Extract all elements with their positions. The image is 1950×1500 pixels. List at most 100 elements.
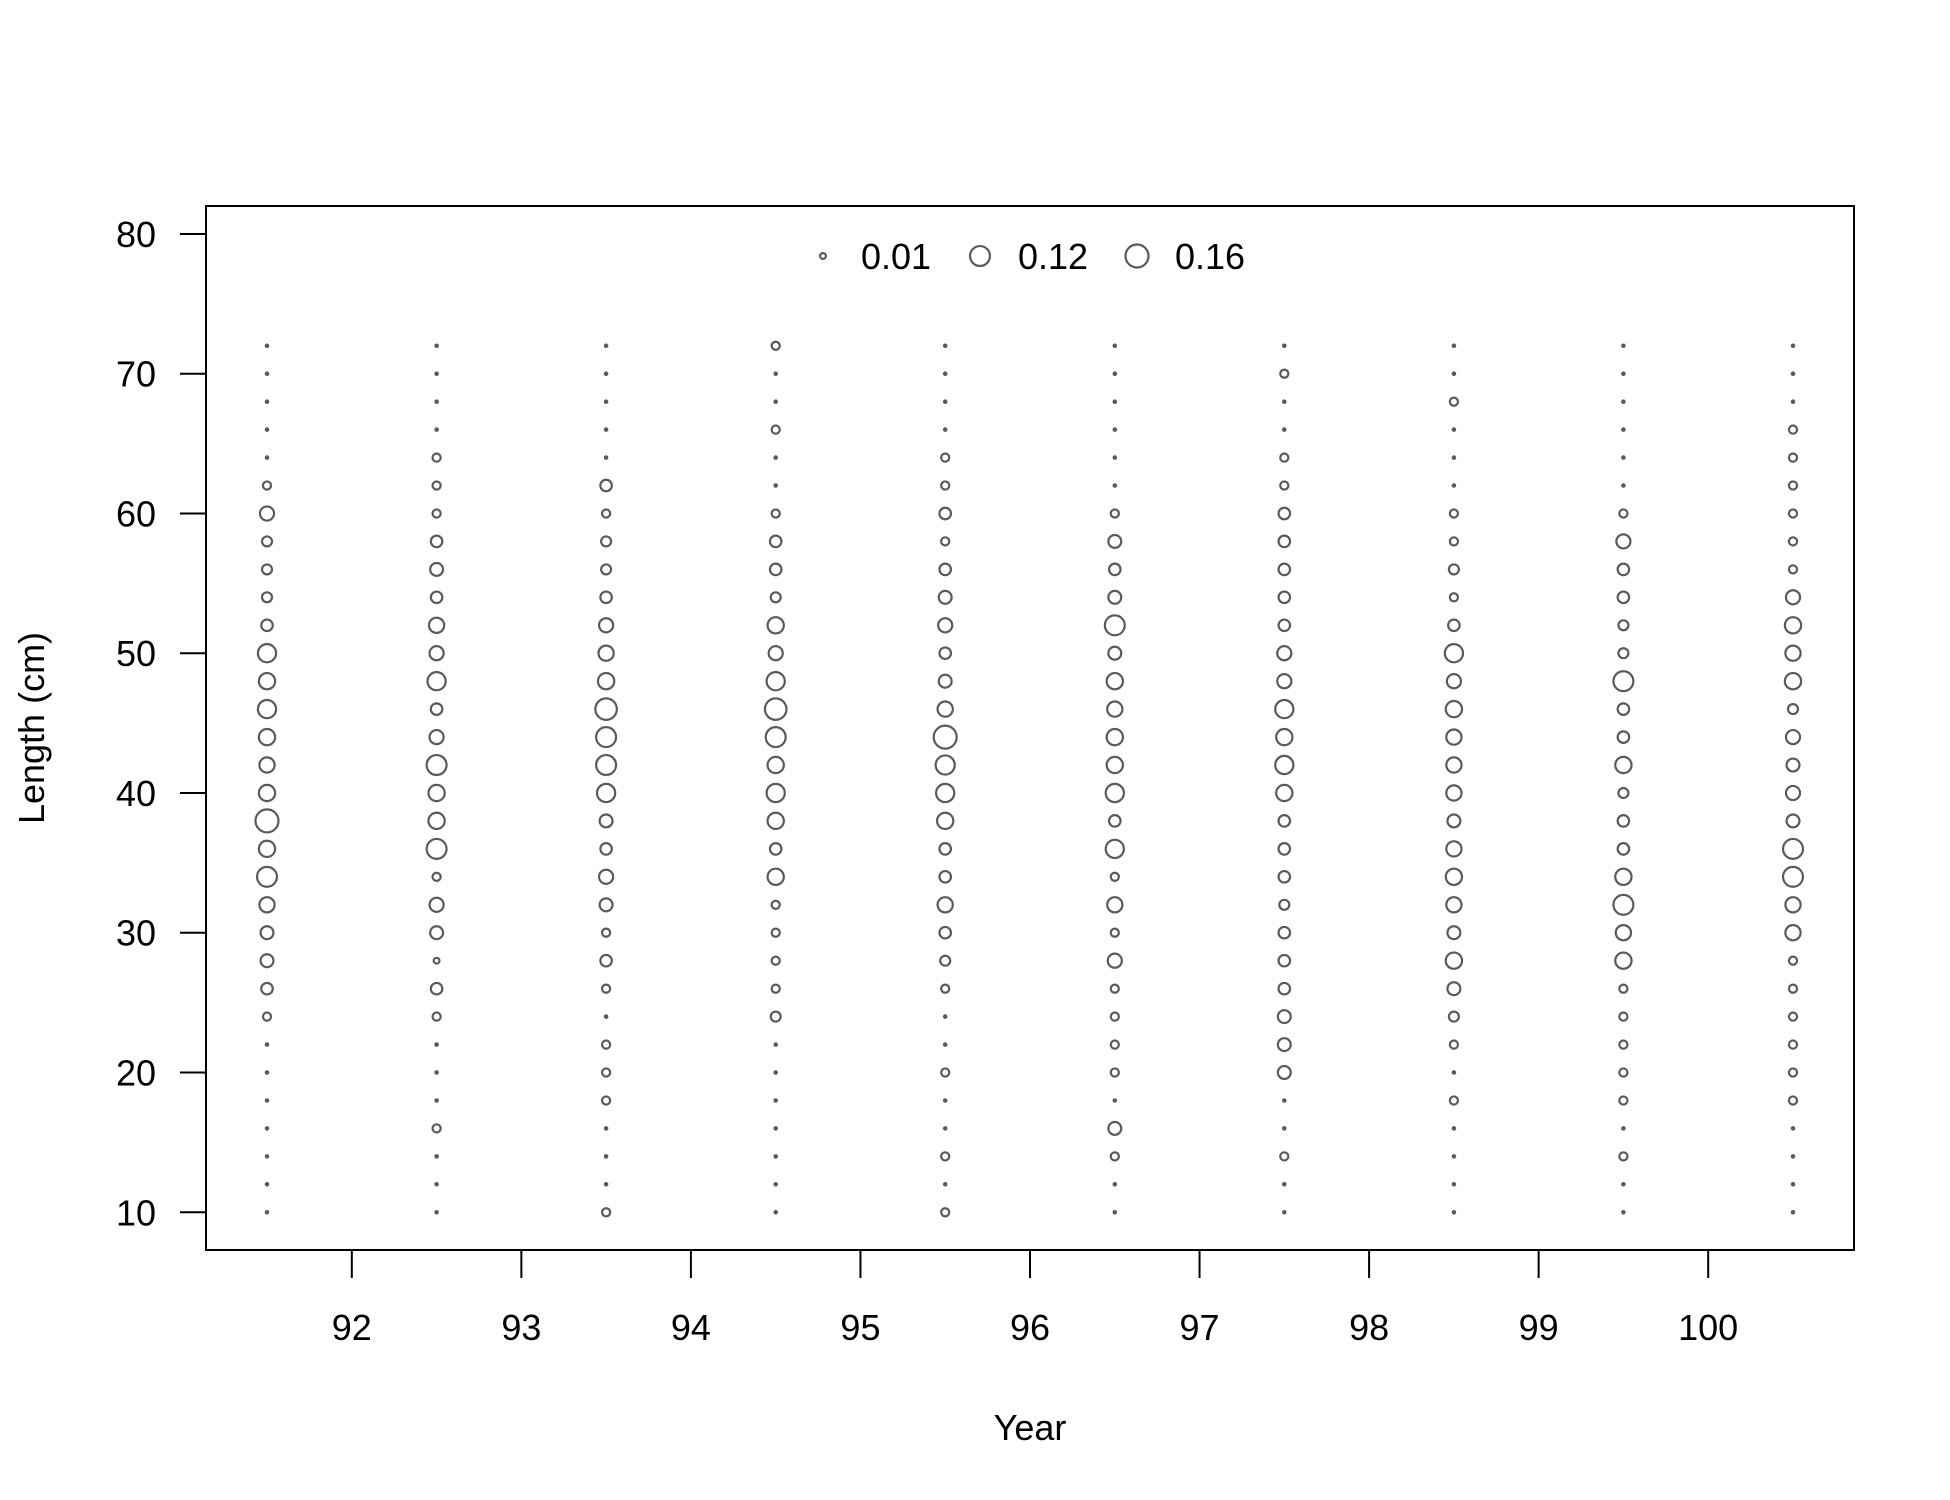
data-point bbox=[597, 868, 615, 885]
data-point bbox=[1787, 508, 1799, 519]
data-point bbox=[429, 590, 444, 605]
data-point bbox=[261, 480, 273, 491]
data-point bbox=[1616, 562, 1631, 577]
data-point bbox=[770, 955, 781, 966]
data-point bbox=[770, 899, 781, 910]
data-point bbox=[1112, 1098, 1118, 1103]
data-point bbox=[1783, 671, 1803, 691]
legend: 0.01 0.12 0.16 bbox=[819, 236, 1245, 277]
data-point bbox=[1445, 756, 1463, 774]
data-point bbox=[596, 671, 616, 691]
data-point bbox=[1790, 343, 1796, 349]
data-point bbox=[939, 954, 952, 967]
data-point bbox=[264, 427, 270, 432]
data-point bbox=[1618, 1151, 1629, 1162]
data-point bbox=[257, 783, 277, 803]
data-point bbox=[1109, 1039, 1120, 1050]
data-point bbox=[264, 1070, 270, 1075]
data-point bbox=[768, 534, 783, 549]
data-point bbox=[942, 1126, 948, 1131]
data-point bbox=[1787, 536, 1799, 547]
data-point bbox=[936, 700, 954, 718]
data-point bbox=[1276, 1064, 1292, 1081]
data-point bbox=[434, 399, 439, 405]
data-point bbox=[429, 561, 445, 577]
data-point bbox=[1787, 955, 1799, 966]
data-point bbox=[769, 591, 782, 604]
data-point bbox=[427, 783, 446, 803]
data-point bbox=[1451, 371, 1457, 377]
y-tick-label: 60 bbox=[116, 493, 156, 534]
data-point bbox=[1617, 786, 1630, 800]
data-point bbox=[1112, 483, 1118, 488]
data-point bbox=[1103, 614, 1126, 637]
data-point bbox=[1277, 869, 1292, 884]
data-point bbox=[260, 618, 274, 633]
data-point bbox=[603, 371, 609, 377]
data-point bbox=[942, 427, 948, 432]
data-point bbox=[1790, 371, 1796, 377]
data-point bbox=[1277, 981, 1292, 996]
data-point bbox=[1446, 813, 1462, 829]
data-point bbox=[1279, 452, 1290, 463]
legend-symbol-2 bbox=[1124, 243, 1150, 269]
x-tick-label: 92 bbox=[332, 1307, 372, 1348]
data-point bbox=[1279, 480, 1290, 491]
data-point bbox=[1781, 865, 1805, 888]
data-point bbox=[429, 925, 445, 941]
data-point bbox=[1616, 842, 1631, 856]
data-point bbox=[1112, 1182, 1118, 1187]
data-point bbox=[598, 813, 614, 829]
data-point bbox=[765, 782, 786, 804]
data-point bbox=[264, 399, 270, 405]
data-point bbox=[264, 1182, 270, 1187]
data-point bbox=[434, 1098, 439, 1103]
data-point bbox=[431, 508, 442, 519]
data-point bbox=[1109, 871, 1120, 882]
data-point bbox=[1784, 728, 1802, 746]
data-point bbox=[1274, 698, 1295, 720]
data-point bbox=[1282, 343, 1287, 349]
data-point bbox=[1612, 893, 1635, 916]
data-point bbox=[260, 591, 274, 604]
data-point bbox=[1785, 813, 1801, 829]
data-point bbox=[264, 1154, 270, 1159]
data-point bbox=[1112, 1210, 1118, 1215]
data-point bbox=[600, 1039, 612, 1050]
data-point bbox=[599, 478, 613, 493]
data-point bbox=[935, 811, 955, 831]
data-point bbox=[1107, 562, 1122, 577]
data-point bbox=[1784, 923, 1802, 942]
x-tick-label: 100 bbox=[1678, 1307, 1738, 1348]
data-point bbox=[1277, 590, 1292, 605]
data-point bbox=[429, 534, 444, 549]
data-point bbox=[1443, 643, 1465, 664]
data-point bbox=[1277, 618, 1292, 633]
data-point bbox=[595, 726, 618, 749]
data-point bbox=[1787, 452, 1799, 463]
data-point bbox=[1616, 590, 1631, 605]
legend-symbol-1 bbox=[968, 244, 992, 268]
data-point bbox=[1621, 343, 1626, 349]
data-point bbox=[600, 535, 613, 548]
data-point bbox=[1107, 589, 1123, 605]
data-point bbox=[1112, 399, 1118, 405]
data-point bbox=[260, 535, 274, 548]
data-point bbox=[1444, 951, 1464, 970]
y-tick-label: 20 bbox=[116, 1053, 156, 1094]
data-point bbox=[942, 1042, 948, 1047]
data-point bbox=[427, 616, 446, 635]
data-point bbox=[1621, 1126, 1626, 1131]
data-point bbox=[258, 896, 276, 914]
data-point bbox=[432, 956, 441, 965]
legend-label-1: 0.12 bbox=[1018, 236, 1088, 277]
data-point bbox=[942, 343, 948, 349]
y-tick-label: 40 bbox=[116, 773, 156, 814]
data-point bbox=[942, 399, 948, 405]
data-point bbox=[938, 562, 953, 577]
data-point bbox=[1282, 1098, 1287, 1103]
data-point bbox=[600, 1067, 612, 1078]
data-point bbox=[1790, 399, 1796, 405]
data-point bbox=[773, 455, 779, 460]
data-point bbox=[1451, 1070, 1457, 1075]
